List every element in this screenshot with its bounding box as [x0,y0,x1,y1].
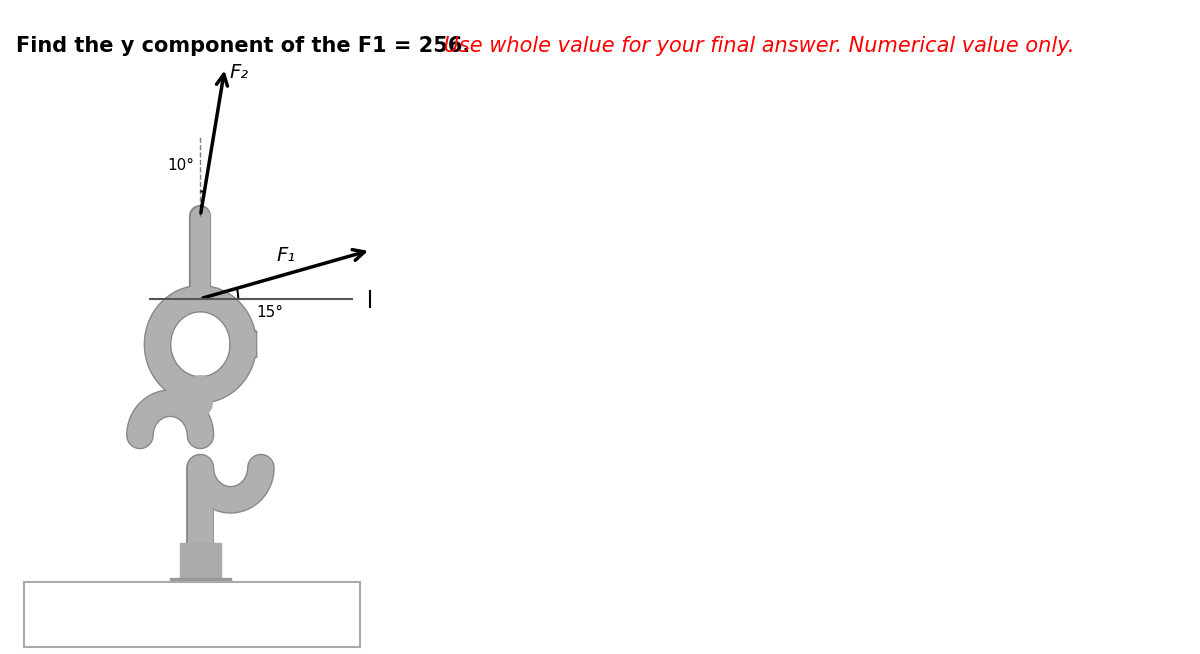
Text: F₂: F₂ [230,63,250,82]
Text: F₁: F₁ [276,246,295,265]
Text: 15°: 15° [256,305,283,320]
Text: Use whole value for your final answer. Numerical value only.: Use whole value for your final answer. N… [437,36,1075,56]
Text: 10°: 10° [168,158,194,173]
Bar [170,577,230,591]
Text: Find the y component of the F1 = 256.: Find the y component of the F1 = 256. [16,36,470,56]
Bar [180,543,221,585]
